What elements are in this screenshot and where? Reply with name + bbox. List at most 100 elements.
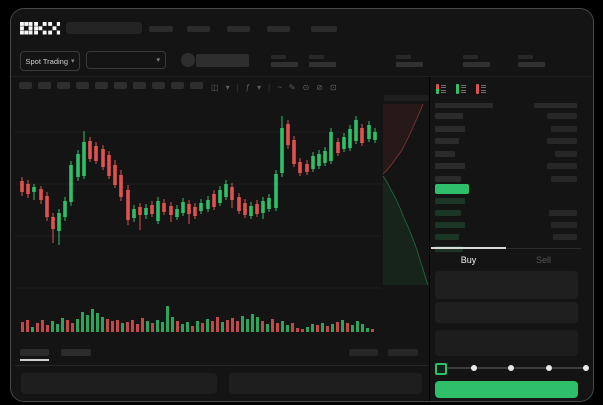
depth-header-placeholder xyxy=(384,95,429,101)
hide-drawings-icon[interactable]: ⊘ xyxy=(316,82,323,92)
timeframe-button[interactable] xyxy=(171,82,184,89)
nav-item[interactable] xyxy=(227,26,250,32)
tabs-border xyxy=(431,248,581,249)
ask-amount-placeholder[interactable] xyxy=(547,113,577,119)
nav-item[interactable] xyxy=(187,26,210,32)
ask-amount-placeholder[interactable] xyxy=(551,175,577,182)
tab-sell[interactable]: Sell xyxy=(535,255,551,265)
pair-selector-dropdown[interactable]: ▾ xyxy=(86,51,166,69)
ticker-stat xyxy=(309,55,337,68)
orderbook-both-icon[interactable] xyxy=(436,84,446,94)
rows-glyph xyxy=(481,84,486,94)
slider-step-dot[interactable] xyxy=(508,365,514,371)
timeframe-button[interactable] xyxy=(76,82,89,89)
nav-item[interactable] xyxy=(311,26,337,32)
timeframe-button[interactable] xyxy=(57,82,70,89)
ticker-stat xyxy=(271,55,299,68)
tab-buy[interactable]: Buy xyxy=(460,255,477,265)
stat-label-placeholder xyxy=(463,55,478,59)
orderbook-header-right xyxy=(534,103,577,108)
ticker-stat xyxy=(463,55,491,68)
ask-price-placeholder[interactable] xyxy=(435,138,459,144)
bid-price-placeholder[interactable] xyxy=(435,210,461,216)
orders-panel-placeholder[interactable] xyxy=(21,373,217,394)
bottom-tab-active-underline xyxy=(20,359,49,361)
market-type-dropdown[interactable]: Spot Trading ▾ xyxy=(20,51,80,71)
header-divider xyxy=(11,76,593,77)
total-input-placeholder[interactable] xyxy=(435,330,578,356)
stat-value-placeholder xyxy=(396,62,423,67)
ask-amount-placeholder[interactable] xyxy=(547,138,577,144)
stat-label-placeholder xyxy=(271,55,286,59)
depth-color-bar xyxy=(476,84,479,94)
ask-price-placeholder[interactable] xyxy=(435,125,465,132)
search-input[interactable] xyxy=(66,22,142,34)
bottom-toolbar-button[interactable] xyxy=(349,349,378,356)
timeframe-button[interactable] xyxy=(133,82,146,89)
bottom-tab[interactable] xyxy=(61,349,91,356)
bottom-divider xyxy=(15,365,429,366)
chevron-down-icon: ▾ xyxy=(71,58,75,65)
nav-item[interactable] xyxy=(267,26,290,32)
timeframe-button[interactable] xyxy=(95,82,108,89)
bottom-toolbar-button[interactable] xyxy=(388,349,418,356)
price-input-placeholder[interactable] xyxy=(435,271,578,299)
ask-price-placeholder[interactable] xyxy=(435,150,455,157)
timeframe-button[interactable] xyxy=(19,82,32,89)
depth-color-bar xyxy=(456,84,459,94)
last-price-badge[interactable] xyxy=(435,184,469,194)
coin-icon xyxy=(181,53,195,67)
bid-amount-placeholder[interactable] xyxy=(553,234,577,240)
orderbook-header-left xyxy=(435,103,493,108)
buy-button[interactable] xyxy=(435,381,578,398)
depth-color-bar xyxy=(436,84,439,94)
amount-input-placeholder[interactable] xyxy=(435,302,578,323)
bid-price-placeholder[interactable] xyxy=(435,234,459,240)
pair-name-placeholder[interactable] xyxy=(196,54,249,67)
bottom-tab[interactable] xyxy=(20,349,49,356)
stat-value-placeholder xyxy=(463,62,490,67)
ask-amount-placeholder[interactable] xyxy=(547,163,577,169)
timeframe-button[interactable] xyxy=(152,82,165,89)
candle-style-icon[interactable]: ◫ xyxy=(211,82,219,92)
stat-value-placeholder xyxy=(518,62,545,67)
timeframe-button[interactable] xyxy=(190,82,203,89)
timeframe-button[interactable] xyxy=(38,82,51,89)
bid-price-placeholder[interactable] xyxy=(435,198,465,204)
toolbar-divider: | xyxy=(236,82,239,92)
percent-slider-handle[interactable] xyxy=(435,363,447,375)
screenshot-icon[interactable]: ⊙ xyxy=(302,82,310,92)
nav-item[interactable] xyxy=(149,26,173,32)
orderbook-asks-icon[interactable] xyxy=(476,84,486,94)
price-chart[interactable] xyxy=(15,93,431,333)
bid-amount-placeholder[interactable] xyxy=(551,222,577,228)
timeframe-button[interactable] xyxy=(114,82,127,89)
stat-label-placeholder xyxy=(396,55,411,59)
line-tool-icon[interactable]: ~ xyxy=(277,82,282,92)
ask-price-placeholder[interactable] xyxy=(435,163,465,169)
fullscreen-icon[interactable]: ⊡ xyxy=(329,82,337,92)
ask-price-placeholder[interactable] xyxy=(435,175,461,182)
draw-tool-icon[interactable]: ✎ xyxy=(288,82,296,92)
chevron-down-icon[interactable]: ▾ xyxy=(257,82,262,92)
okx-logo-glyph xyxy=(20,22,60,35)
bid-price-placeholder[interactable] xyxy=(435,222,465,228)
ask-amount-placeholder[interactable] xyxy=(555,150,577,157)
bid-amount-placeholder[interactable] xyxy=(549,210,577,216)
slider-step-dot[interactable] xyxy=(546,365,552,371)
orderbook-bids-icon[interactable] xyxy=(456,84,466,94)
stat-label-placeholder xyxy=(309,55,324,59)
chart-toolbar-icons: ◫ ▾ | ƒ ▾ | ~ ✎ ⊙ ⊘ ⊡ xyxy=(211,82,337,92)
indicators-icon[interactable]: ƒ xyxy=(245,82,251,92)
okx-logo[interactable] xyxy=(20,22,60,36)
slider-step-dot[interactable] xyxy=(583,365,589,371)
ticker-stat xyxy=(396,55,424,68)
stat-label-placeholder xyxy=(518,55,533,59)
ask-amount-placeholder[interactable] xyxy=(551,125,577,132)
chevron-down-icon[interactable]: ▾ xyxy=(225,82,230,92)
rows-glyph xyxy=(461,84,466,94)
ask-price-placeholder[interactable] xyxy=(435,113,463,119)
slider-step-dot[interactable] xyxy=(471,365,477,371)
bid-price-placeholder[interactable] xyxy=(435,246,463,252)
assets-panel-placeholder[interactable] xyxy=(229,373,422,394)
